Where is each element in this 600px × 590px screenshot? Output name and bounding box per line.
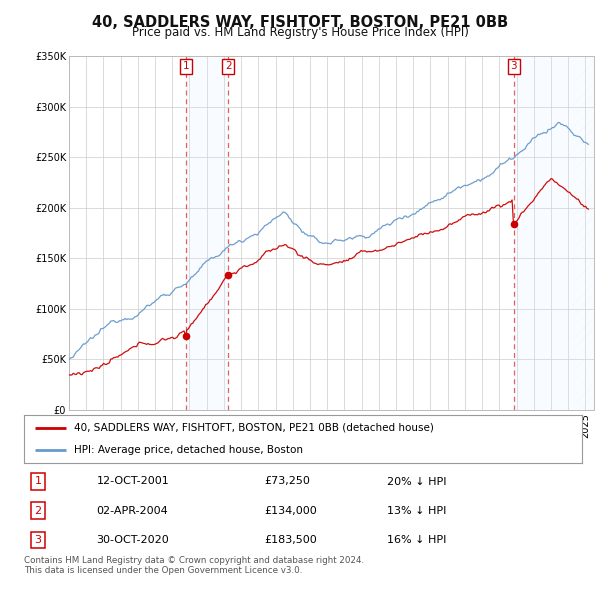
Text: 3: 3 — [34, 535, 41, 545]
Text: 12-OCT-2001: 12-OCT-2001 — [97, 477, 169, 487]
Bar — [572, 56, 594, 410]
Text: 2: 2 — [225, 61, 232, 71]
Text: 1: 1 — [34, 477, 41, 487]
Text: 02-APR-2004: 02-APR-2004 — [97, 506, 168, 516]
Bar — [186, 56, 228, 410]
Text: HPI: Average price, detached house, Boston: HPI: Average price, detached house, Bost… — [74, 445, 303, 455]
Bar — [514, 56, 572, 410]
Text: 30-OCT-2020: 30-OCT-2020 — [97, 535, 169, 545]
Text: £134,000: £134,000 — [264, 506, 317, 516]
Text: Price paid vs. HM Land Registry's House Price Index (HPI): Price paid vs. HM Land Registry's House … — [131, 26, 469, 39]
Text: 20% ↓ HPI: 20% ↓ HPI — [387, 477, 446, 487]
Text: 40, SADDLERS WAY, FISHTOFT, BOSTON, PE21 0BB: 40, SADDLERS WAY, FISHTOFT, BOSTON, PE21… — [92, 15, 508, 30]
Text: 13% ↓ HPI: 13% ↓ HPI — [387, 506, 446, 516]
Text: 16% ↓ HPI: 16% ↓ HPI — [387, 535, 446, 545]
Text: 2: 2 — [34, 506, 41, 516]
Text: 1: 1 — [182, 61, 189, 71]
Text: Contains HM Land Registry data © Crown copyright and database right 2024.
This d: Contains HM Land Registry data © Crown c… — [24, 556, 364, 575]
Text: £73,250: £73,250 — [264, 477, 310, 487]
Text: 3: 3 — [511, 61, 517, 71]
Text: 40, SADDLERS WAY, FISHTOFT, BOSTON, PE21 0BB (detached house): 40, SADDLERS WAY, FISHTOFT, BOSTON, PE21… — [74, 423, 434, 433]
Text: £183,500: £183,500 — [264, 535, 317, 545]
